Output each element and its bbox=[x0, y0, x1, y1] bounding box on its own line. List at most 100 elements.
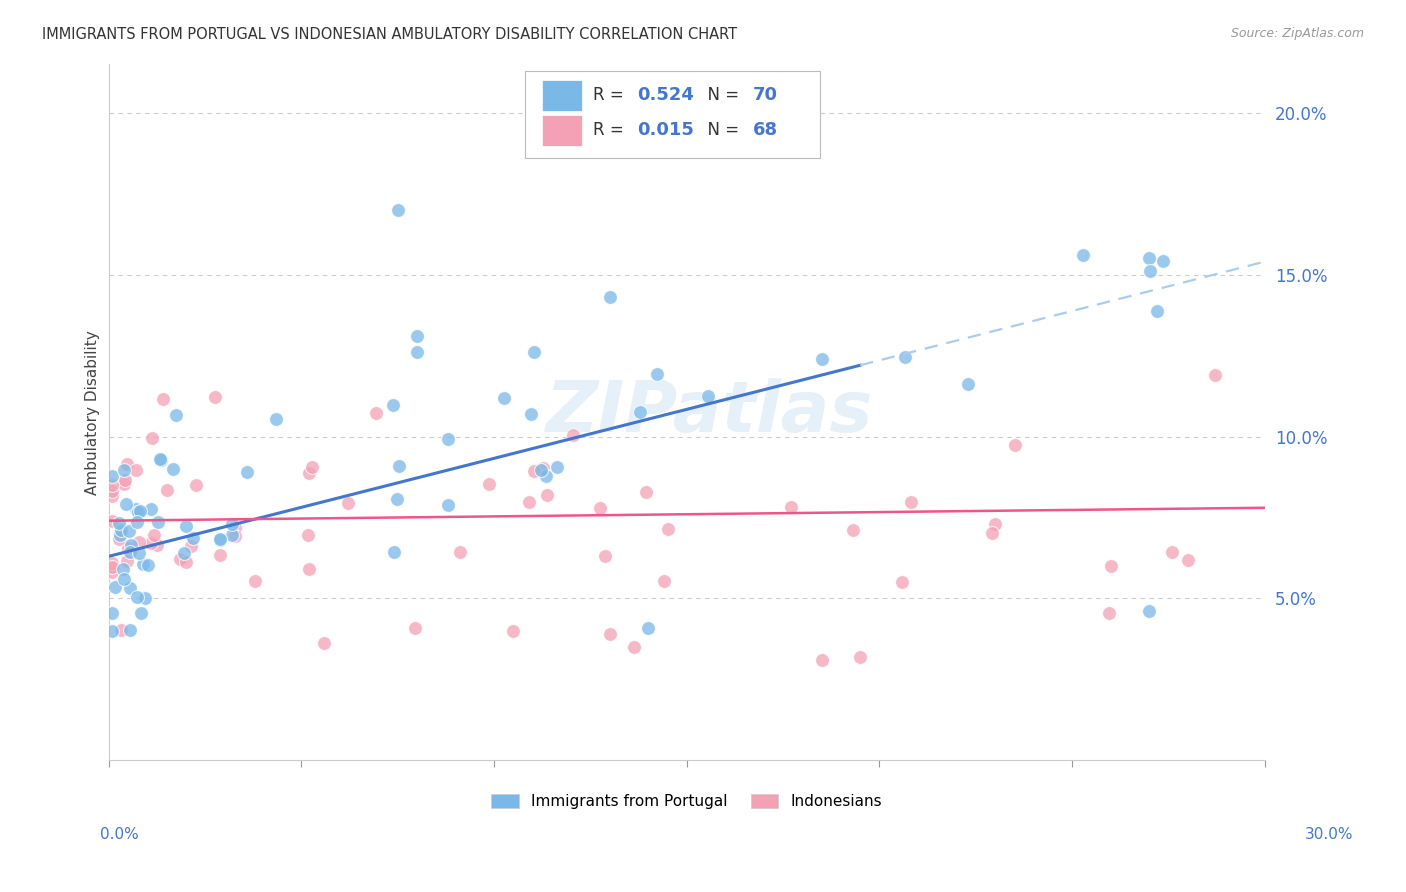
Text: IMMIGRANTS FROM PORTUGAL VS INDONESIAN AMBULATORY DISABILITY CORRELATION CHART: IMMIGRANTS FROM PORTUGAL VS INDONESIAN A… bbox=[42, 27, 737, 42]
Point bbox=[125, 463, 148, 477]
Point bbox=[1146, 303, 1168, 318]
Point bbox=[1004, 438, 1026, 452]
Point bbox=[502, 624, 524, 638]
Point bbox=[810, 653, 832, 667]
Point bbox=[519, 495, 541, 509]
Point bbox=[981, 525, 1004, 540]
Point bbox=[108, 516, 131, 531]
Point bbox=[208, 532, 231, 546]
Point bbox=[1139, 264, 1161, 278]
Point bbox=[112, 477, 135, 491]
Text: 0.524: 0.524 bbox=[637, 87, 695, 104]
Point bbox=[146, 538, 169, 552]
Point bbox=[298, 466, 321, 480]
Point bbox=[101, 490, 124, 504]
Point bbox=[1204, 368, 1226, 382]
Point bbox=[523, 344, 546, 359]
Point bbox=[406, 329, 429, 343]
Point bbox=[593, 549, 616, 563]
Point bbox=[128, 546, 150, 560]
Text: 0.015: 0.015 bbox=[637, 121, 695, 139]
Point bbox=[112, 572, 135, 586]
Text: 68: 68 bbox=[752, 121, 778, 139]
Point bbox=[110, 623, 132, 637]
Text: R =: R = bbox=[593, 87, 628, 104]
Point bbox=[382, 544, 405, 558]
Point bbox=[136, 558, 159, 573]
Point bbox=[118, 581, 141, 595]
Text: 30.0%: 30.0% bbox=[1305, 827, 1353, 841]
Text: 0.0%: 0.0% bbox=[100, 827, 139, 841]
Point bbox=[623, 640, 645, 655]
Legend: Immigrants from Portugal, Indonesians: Immigrants from Portugal, Indonesians bbox=[485, 788, 889, 815]
Point bbox=[118, 524, 141, 538]
Point bbox=[314, 636, 336, 650]
Point bbox=[536, 487, 558, 501]
Point bbox=[101, 469, 124, 483]
Point bbox=[849, 649, 872, 664]
Point bbox=[186, 477, 208, 491]
Point bbox=[108, 533, 131, 547]
Point bbox=[165, 408, 187, 422]
Point bbox=[1177, 552, 1199, 566]
Point bbox=[128, 535, 150, 549]
Point bbox=[110, 524, 132, 538]
Point bbox=[894, 351, 917, 365]
Point bbox=[1098, 607, 1121, 621]
Point bbox=[117, 457, 139, 471]
Point bbox=[132, 557, 155, 571]
Point bbox=[146, 515, 169, 529]
Point bbox=[101, 514, 124, 528]
Point bbox=[173, 546, 195, 560]
Point bbox=[117, 541, 139, 555]
Point bbox=[118, 624, 141, 638]
Point bbox=[546, 460, 568, 475]
Point bbox=[406, 345, 429, 359]
Point bbox=[224, 529, 246, 543]
Point bbox=[108, 528, 131, 542]
FancyBboxPatch shape bbox=[543, 115, 582, 145]
Point bbox=[208, 548, 231, 562]
Point bbox=[523, 464, 546, 478]
Point bbox=[264, 412, 287, 426]
Point bbox=[534, 469, 557, 483]
Point bbox=[129, 606, 152, 620]
Point bbox=[162, 461, 184, 475]
Point bbox=[530, 463, 553, 477]
Point bbox=[101, 560, 124, 574]
Point bbox=[141, 431, 163, 445]
Point bbox=[181, 531, 204, 545]
Text: R =: R = bbox=[593, 121, 628, 139]
Point bbox=[1137, 252, 1160, 266]
Point bbox=[437, 499, 460, 513]
Point bbox=[101, 565, 124, 579]
Point bbox=[779, 500, 801, 515]
Point bbox=[531, 461, 554, 475]
Point bbox=[561, 428, 583, 442]
Point bbox=[139, 535, 162, 549]
Point bbox=[301, 460, 323, 475]
Point bbox=[520, 407, 543, 421]
Point bbox=[139, 502, 162, 516]
Text: N =: N = bbox=[697, 87, 745, 104]
Point bbox=[436, 432, 458, 446]
Point bbox=[697, 389, 720, 403]
Point bbox=[599, 290, 621, 304]
Point bbox=[404, 621, 426, 635]
Point bbox=[149, 452, 172, 467]
Point bbox=[297, 528, 319, 542]
Point bbox=[387, 202, 409, 217]
Point bbox=[174, 554, 197, 568]
Point bbox=[890, 575, 912, 590]
Point bbox=[1099, 559, 1122, 574]
Point bbox=[645, 367, 668, 381]
Point bbox=[221, 516, 243, 531]
Point bbox=[243, 574, 266, 589]
Point bbox=[589, 500, 612, 515]
Point bbox=[842, 523, 865, 537]
Point bbox=[150, 453, 173, 467]
Point bbox=[628, 405, 651, 419]
Point bbox=[176, 519, 198, 533]
Text: N =: N = bbox=[697, 121, 745, 139]
Y-axis label: Ambulatory Disability: Ambulatory Disability bbox=[86, 330, 100, 494]
